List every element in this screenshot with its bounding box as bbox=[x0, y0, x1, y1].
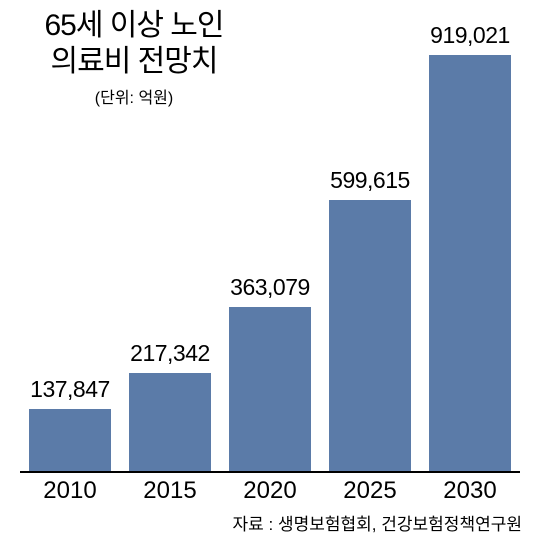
x-axis-label: 2025 bbox=[324, 477, 416, 505]
x-axis-label: 2020 bbox=[224, 477, 316, 505]
bar bbox=[29, 409, 111, 471]
bar bbox=[229, 307, 311, 471]
plot-area: 137,8472010217,3422015363,0792020599,615… bbox=[20, 43, 520, 473]
bar-value-label: 599,615 bbox=[319, 167, 421, 194]
bar-value-label: 919,021 bbox=[419, 22, 521, 49]
bar bbox=[129, 373, 211, 471]
source-text: 생명보험협회, 건강보험정책연구원 bbox=[278, 515, 522, 534]
bar-value-label: 217,342 bbox=[119, 340, 221, 367]
bar-value-label: 363,079 bbox=[219, 274, 321, 301]
chart-source: 자료 : 생명보험협회, 건강보험정책연구원 bbox=[233, 510, 523, 535]
chart-container: 65세 이상 노인 의료비 전망치 (단위: 억원) 137,847201021… bbox=[0, 0, 540, 543]
source-prefix: 자료 : bbox=[233, 515, 278, 534]
x-axis-label: 2030 bbox=[424, 477, 516, 505]
bar bbox=[329, 200, 411, 471]
bar bbox=[429, 55, 511, 471]
chart-title-line1: 65세 이상 노인 bbox=[24, 8, 244, 44]
bar-value-label: 137,847 bbox=[19, 376, 121, 403]
x-axis-label: 2010 bbox=[24, 477, 116, 505]
x-axis-label: 2015 bbox=[124, 477, 216, 505]
